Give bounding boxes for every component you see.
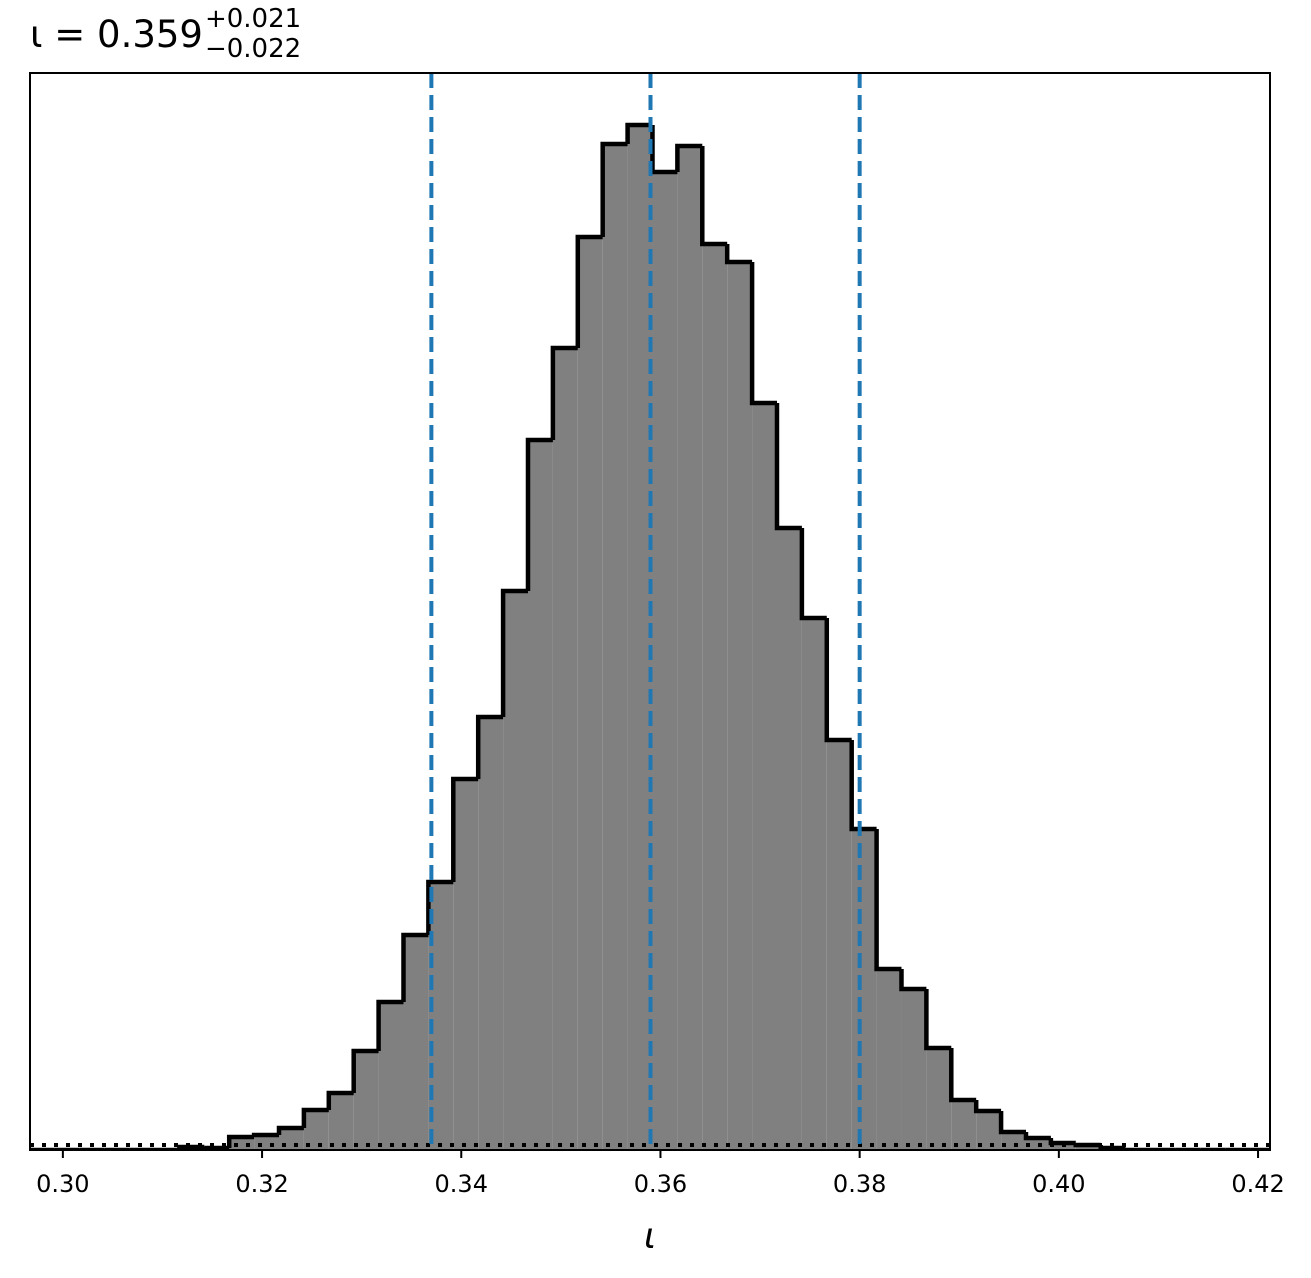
bar-outline — [1123, 1147, 1151, 1150]
bar — [577, 237, 603, 1150]
bar-outline — [525, 437, 553, 591]
bar-outline — [724, 244, 753, 265]
x-axis-label: ι — [644, 1216, 656, 1257]
plot-area — [30, 73, 1270, 1150]
title-lower-error: −0.022 — [205, 34, 301, 64]
bar — [403, 935, 429, 1150]
bar — [652, 172, 678, 1150]
x-tick-label: 0.36 — [634, 1170, 687, 1198]
bar-outline — [351, 1048, 379, 1093]
x-tick-label: 0.30 — [36, 1170, 89, 1198]
bar — [328, 1093, 354, 1150]
bar-outline — [376, 999, 404, 1051]
bar-outline — [824, 618, 852, 743]
bar-outline — [550, 345, 578, 440]
x-tick-label: 0.40 — [1032, 1170, 1085, 1198]
bar-outline — [924, 989, 952, 1051]
bar-outline — [973, 1100, 1002, 1114]
bar-outline — [1048, 1138, 1076, 1146]
bar — [478, 717, 504, 1150]
bar-outline — [625, 122, 653, 144]
bar — [876, 969, 902, 1150]
x-tick-label: 0.42 — [1231, 1170, 1284, 1198]
bar-outline — [849, 740, 877, 832]
bar-outline — [426, 879, 454, 935]
x-tick-label: 0.32 — [235, 1170, 288, 1198]
bar-outline — [799, 528, 827, 621]
bar — [378, 1002, 404, 1150]
bar — [901, 989, 927, 1150]
bar-outline — [401, 932, 429, 1002]
bar — [552, 348, 578, 1150]
bar — [428, 882, 454, 1150]
bar — [801, 618, 827, 1150]
bar — [453, 779, 479, 1150]
title-upper-error: +0.021 — [205, 4, 301, 34]
bar-outline — [749, 262, 777, 406]
bar-outline — [899, 969, 927, 992]
bar — [503, 591, 528, 1150]
bar-outline — [998, 1111, 1026, 1135]
bar-outline — [600, 141, 628, 237]
bar — [926, 1048, 952, 1150]
bar-outline — [202, 1145, 230, 1150]
bar — [702, 244, 728, 1150]
bar-outline — [451, 776, 479, 882]
bar-outline — [675, 143, 703, 172]
bar — [677, 146, 703, 1150]
x-tick-label: 0.34 — [435, 1170, 488, 1198]
bar-outline — [650, 125, 678, 175]
bar-outline — [301, 1107, 329, 1128]
bar-outline — [575, 234, 603, 348]
axes-frame — [29, 72, 1271, 1151]
bar — [627, 125, 653, 1150]
bar-outline — [949, 1048, 977, 1103]
bar — [353, 1051, 379, 1150]
bar — [1001, 1132, 1026, 1150]
bar — [776, 528, 802, 1150]
bar-outline — [874, 829, 902, 972]
bar — [826, 740, 852, 1150]
bar — [752, 403, 777, 1150]
bar-outline — [700, 146, 728, 247]
bar-outline — [276, 1125, 304, 1135]
bar-outline — [1023, 1132, 1051, 1141]
x-tick-label: 0.38 — [833, 1170, 886, 1198]
bar-outline — [475, 714, 504, 779]
bar — [727, 262, 753, 1150]
bar-outline — [774, 403, 802, 531]
bar — [602, 144, 628, 1150]
chart-title: ι = 0.359 — [30, 13, 203, 56]
bar — [951, 1100, 977, 1150]
bar-outline — [226, 1134, 255, 1148]
bar-outline — [326, 1090, 354, 1110]
bar — [1075, 1145, 1101, 1150]
bar-outline — [251, 1132, 279, 1138]
bar-outline — [500, 588, 528, 717]
bar — [527, 440, 553, 1150]
bar — [851, 829, 877, 1150]
